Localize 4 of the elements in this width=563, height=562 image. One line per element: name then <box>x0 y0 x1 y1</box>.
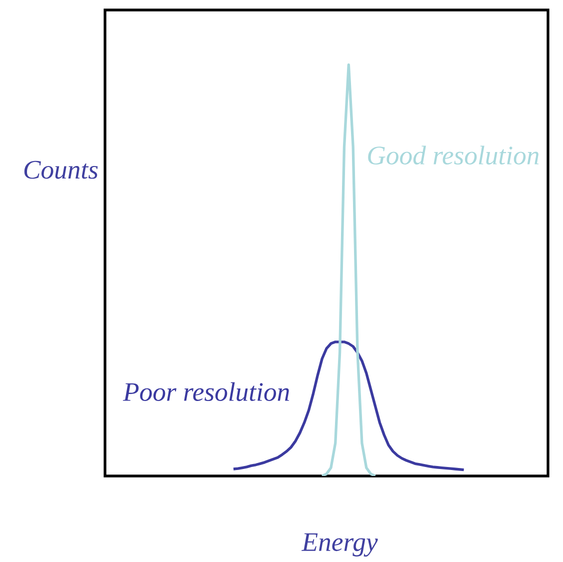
series-label: Poor resolution <box>122 382 290 402</box>
y-axis-title: Counts <box>24 160 98 179</box>
series-label: Good resolution <box>368 146 539 165</box>
x-axis-title: Energy <box>301 533 378 557</box>
